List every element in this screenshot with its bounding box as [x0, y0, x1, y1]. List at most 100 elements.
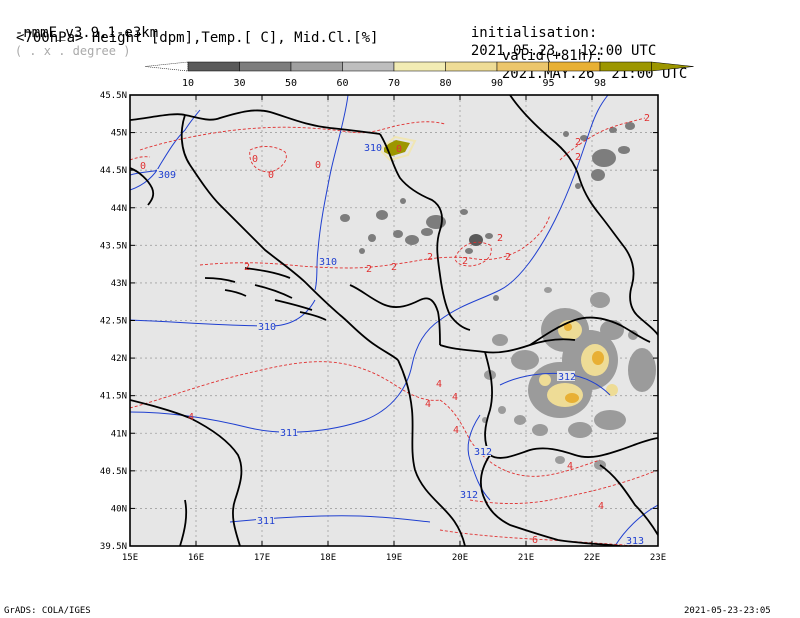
height-contour-310-central — [314, 95, 349, 291]
lon-label: 16E — [188, 553, 204, 563]
mid-cloud-cover — [340, 122, 656, 470]
height-label: 310 — [364, 143, 382, 154]
lat-label: 42N — [111, 354, 127, 364]
colorbar-label: 98 — [594, 78, 606, 89]
cloud-scatter-northeast — [563, 122, 635, 189]
coastline-greece-east — [599, 464, 658, 536]
coastline-albania — [397, 359, 466, 546]
colorbar-label: 10 — [182, 78, 194, 89]
lat-label: 40.5N — [100, 467, 127, 477]
field-description: <700hPa> Height [dpm],Temp.[ C], Mid.Cl.… — [16, 30, 379, 46]
height-contour-310-north — [130, 109, 201, 191]
island-vis — [224, 289, 247, 297]
border-kosovo — [439, 338, 576, 354]
units-note: ( . x . degree ) — [14, 44, 131, 58]
temp-label: 0 — [252, 154, 258, 165]
coastline-italy-south — [179, 499, 188, 546]
model-title: -nmmE_v3.9.1-e3km ( . x . degree ) — [0, 6, 158, 60]
island-korcula — [274, 299, 313, 311]
height-label: 312 — [460, 490, 478, 501]
temp-label: 2 — [244, 262, 250, 273]
lat-label: 44N — [111, 204, 127, 214]
colorbar-label: 30 — [233, 78, 245, 89]
island-lastovo — [204, 277, 236, 283]
boundaries — [130, 95, 658, 546]
colorbar-label: 90 — [491, 78, 503, 89]
temp-contour-0-loop — [249, 146, 287, 173]
height-label: 310 — [319, 257, 337, 268]
height-contour-313 — [614, 504, 658, 546]
temp-label: 4 — [598, 501, 604, 512]
lon-label: 15E — [122, 553, 138, 563]
lon-label: 19E — [386, 553, 402, 563]
temp-label: 2 — [505, 252, 511, 263]
valid-time: valid(+81h): 2021.MAY.26 21:00 UTC — [485, 29, 687, 83]
lat-label: 45N — [111, 129, 127, 139]
border-montenegro — [349, 284, 441, 346]
temp-label: 0 — [268, 170, 274, 181]
temp-contour-2-east — [559, 117, 646, 161]
init-value: 2021.05.23. 12:00 UTC — [470, 43, 657, 59]
border-bosnia-serbia — [379, 133, 471, 331]
temp-contour-0-north — [139, 121, 446, 151]
colorbar-label: 60 — [336, 78, 348, 89]
temp-label: 2 — [575, 137, 581, 148]
coastline-adriatic-east — [130, 109, 381, 135]
colorbar-label: 95 — [542, 78, 554, 89]
temp-label: 0 — [396, 144, 402, 155]
temp-label: 4 — [436, 379, 442, 390]
temp-label: 2 — [497, 233, 503, 244]
temp-label: 2 — [462, 256, 468, 267]
lon-label: 17E — [254, 553, 270, 563]
lat-label: 42.5N — [100, 317, 127, 327]
temp-contour-6 — [439, 529, 641, 546]
lat-label: 41.5N — [100, 392, 127, 402]
lat-label: 43.5N — [100, 241, 127, 251]
border-macedonia — [484, 351, 658, 459]
temp-label: 0 — [315, 160, 321, 171]
island-brac — [254, 284, 293, 299]
temperature-contours — [130, 117, 658, 546]
axis-ticks — [129, 94, 659, 547]
colorbar-label: 80 — [439, 78, 451, 89]
temp-contour-4-west — [130, 361, 441, 409]
temp-label: 0 — [140, 161, 146, 172]
temp-contour-2-coast — [199, 214, 551, 269]
height-label: 311 — [257, 516, 275, 527]
temp-label: 4 — [452, 392, 458, 403]
height-labels: 310 309 310 310 311 312 312 312 313 311 — [157, 142, 644, 547]
temp-contour-4-south — [469, 469, 658, 504]
height-label: 311 — [280, 428, 298, 439]
temp-contour-2-loop — [454, 241, 492, 267]
cloud-patch-montenegro — [384, 140, 410, 156]
temp-label: 4 — [425, 399, 431, 410]
colorbar-label: 50 — [285, 78, 297, 89]
height-label: 310 — [258, 322, 276, 333]
temp-label: 4 — [453, 425, 459, 436]
height-label: 313 — [626, 536, 644, 547]
cloud-patch-montenegro-halo — [378, 135, 417, 162]
coastline-istria — [130, 167, 155, 206]
lon-label: 20E — [452, 553, 468, 563]
border-greece — [479, 454, 621, 546]
cloud-scatter-bosnia — [340, 198, 499, 301]
lat-label: 41N — [111, 429, 127, 439]
temperature-labels: 0 0 0 0 0 2 2 2 2 2 2 2 2 2 2 4 4 4 4 4 … — [140, 113, 650, 546]
valid-label: valid(+81h): — [501, 48, 604, 64]
island-mljet — [299, 311, 327, 321]
cloud-peak-southeast — [564, 323, 604, 403]
temp-contour-4-mid — [439, 399, 601, 477]
height-label: 309 — [158, 170, 176, 181]
colorbar: 10 30 50 60 70 80 90 95 98 — [144, 61, 694, 89]
init-time: initialisation: 2021.05.23. 12:00 UTC — [454, 6, 656, 60]
height-label: 312 — [474, 447, 492, 458]
footer-timestamp: 2021-05-23-23:05 — [684, 606, 771, 616]
lon-label: 18E — [320, 553, 336, 563]
border-macedonia-north — [529, 316, 651, 346]
init-label: initialisation: — [470, 25, 598, 41]
lat-label: 39.5N — [100, 542, 127, 552]
temp-label: 2 — [366, 264, 372, 275]
temp-label: 2 — [427, 252, 433, 263]
temp-label: 4 — [188, 412, 194, 423]
